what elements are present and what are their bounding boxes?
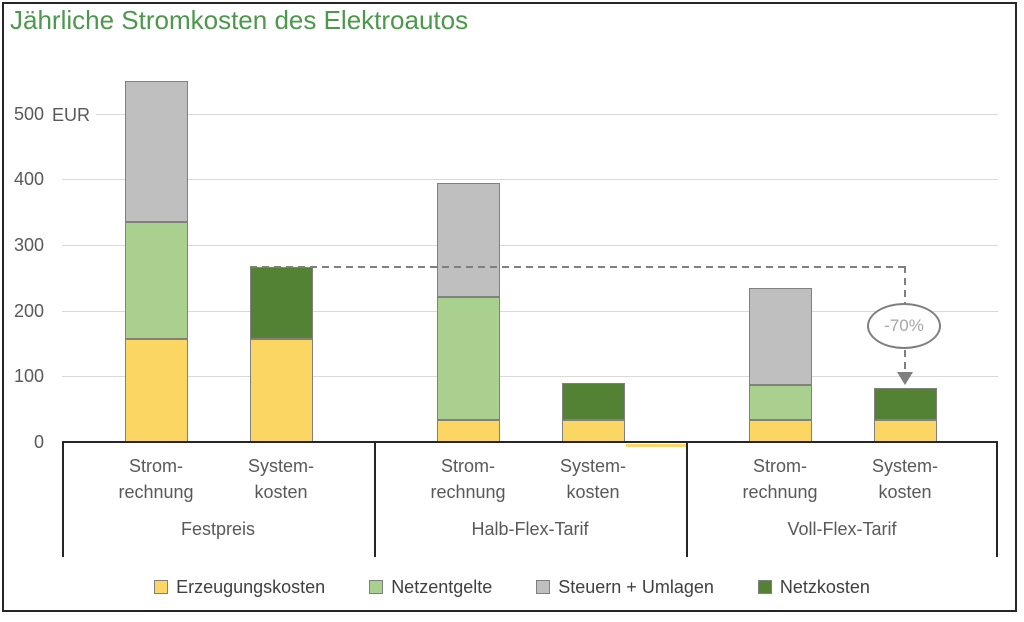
legend-label: Steuern + Umlagen <box>558 576 714 597</box>
group-divider <box>996 442 998 557</box>
gridline-100 <box>62 376 998 378</box>
bar-label-systemkosten: System-kosten <box>247 456 314 502</box>
bar-segment-netzkosten <box>873 388 937 421</box>
bar-segment-erzeugungskosten <box>873 420 937 442</box>
bar-label-systemkosten: System-kosten <box>871 456 938 502</box>
y-tick-100: 100 <box>13 366 44 387</box>
legend-label: Erzeugungskosten <box>176 576 326 597</box>
bar-segment-netzentgelte <box>436 296 500 421</box>
negative-value-sliver <box>625 444 686 448</box>
gridline-300 <box>62 244 998 246</box>
y-axis-unit-label: EUR <box>52 104 96 126</box>
bar-segment-erzeugungskosten <box>436 420 500 442</box>
bar-label-stromrechnung: Strom-rechnung <box>742 456 818 502</box>
y-tick-500: 500 <box>13 103 44 124</box>
legend-item-netzkosten: Netzkosten <box>757 576 870 598</box>
reference-dashed-line-horizontal <box>249 266 906 268</box>
bar-label-systemkosten: System-kosten <box>559 456 626 502</box>
bar-segment-netzentgelte <box>748 384 812 421</box>
stacked-bar <box>436 183 500 442</box>
stacked-bar <box>124 80 188 442</box>
legend-item-steuern-umlagen: Steuern + Umlagen <box>536 577 714 598</box>
group-label-voll-flex-tarif: Voll-Flex-Tarif <box>787 519 897 539</box>
bar-segment-erzeugungskosten <box>124 338 188 442</box>
legend: Erzeugungskosten Netzentgelte Steuern + Um… <box>12 572 1012 602</box>
down-arrow-icon <box>897 372 913 385</box>
group-divider <box>62 442 64 557</box>
legend-label: Netzkosten <box>779 576 870 597</box>
legend-swatch-icon <box>369 580 384 594</box>
bar-segment-netzentgelte <box>124 222 188 339</box>
bar-label-stromrechnung: Strom-rechnung <box>430 456 506 502</box>
bar-label-stromrechnung: Strom-rechnung <box>118 456 194 502</box>
y-tick-200: 200 <box>13 300 44 321</box>
group-label-festpreis: Festpreis <box>180 519 256 539</box>
group-label-halb-flex-tarif: Halb-Flex-Tarif <box>471 519 589 539</box>
group-divider <box>686 442 688 557</box>
bar-segment-netzkosten <box>249 266 313 339</box>
bar-segment-erzeugungskosten <box>561 420 625 442</box>
stacked-bar <box>249 266 313 442</box>
stacked-bar <box>748 287 812 442</box>
y-tick-300: 300 <box>13 234 44 255</box>
x-axis-line <box>62 441 998 443</box>
stacked-bar <box>873 388 937 442</box>
legend-swatch-icon <box>536 580 551 594</box>
group-divider <box>374 442 376 557</box>
legend-item-erzeugungskosten: Erzeugungskosten <box>154 577 325 598</box>
bar-segment-erzeugungskosten <box>748 420 812 442</box>
percent-change-badge: -70% <box>867 303 941 349</box>
gridline-200 <box>62 310 998 312</box>
bar-segment-steuern-umlagen <box>748 287 812 385</box>
bar-segment-steuern-umlagen <box>124 80 188 222</box>
legend-item-netzentgelte: Netzentgelte <box>369 577 492 598</box>
stacked-bar <box>561 382 625 442</box>
legend-swatch-icon <box>757 580 772 594</box>
chart-title: Jährliche Stromkosten des Elektroautos <box>10 5 469 35</box>
y-tick-400: 400 <box>13 169 44 190</box>
bar-segment-netzkosten <box>561 382 625 421</box>
gridline-400 <box>62 179 998 181</box>
legend-label: Netzentgelte <box>391 576 493 597</box>
y-tick-0: 0 <box>33 432 44 452</box>
bar-segment-steuern-umlagen <box>436 183 500 297</box>
gridline-500 <box>62 113 998 115</box>
percent-change-label: -70% <box>884 316 924 335</box>
legend-swatch-icon <box>154 580 169 594</box>
bar-segment-erzeugungskosten <box>249 338 313 442</box>
